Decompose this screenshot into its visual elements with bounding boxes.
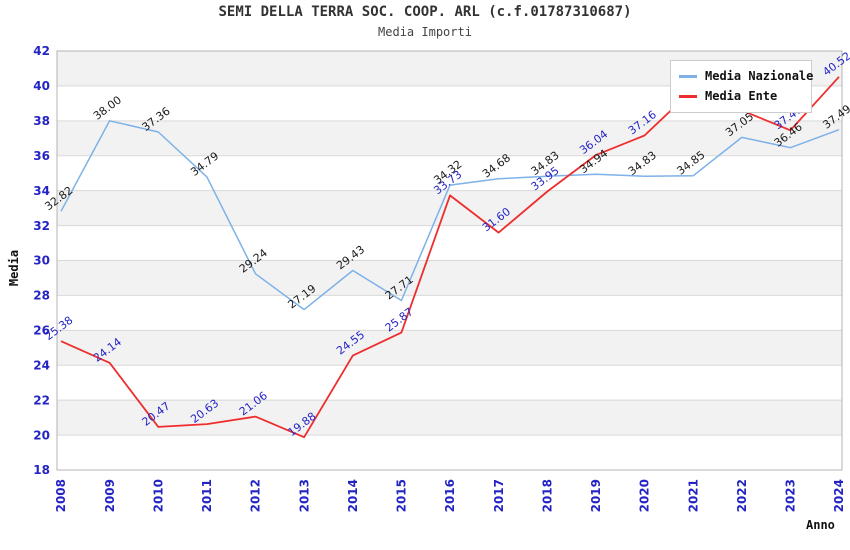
x-tick-label: 2021 [686,479,700,512]
x-tick-label: 2018 [540,479,554,512]
legend-label: Media Ente [705,89,778,103]
y-tick-label: 22 [33,393,50,407]
y-tick-label: 18 [33,463,50,477]
chart-title: SEMI DELLA TERRA SOC. COOP. ARL (c.f.017… [218,4,632,20]
plot-border [56,50,843,471]
series-line-media-nazionale [60,120,840,311]
x-tick-label: 2016 [443,479,457,512]
x-tick-label: 2010 [151,479,165,512]
x-tick-label: 2015 [395,479,409,512]
y-tick-label: 24 [33,358,50,372]
x-tick-label: 2011 [200,479,214,512]
legend-box: Media Nazionale Media Ente [670,60,813,113]
y-tick-label: 28 [33,289,50,303]
y-tick-label: 34 [33,184,50,198]
legend-item-media-ente: Media Ente [679,86,803,106]
y-tick-label: 20 [33,428,50,442]
x-axis-title: Anno [806,518,835,532]
y-tick-label: 38 [33,114,50,128]
x-tick-label: 2013 [297,479,311,512]
x-tick-label: 2023 [784,479,798,512]
line-swatch-icon [679,74,697,78]
x-tick-label: 2014 [346,479,360,512]
x-tick-label: 2008 [54,479,68,512]
plot-band [57,400,842,436]
y-tick-label: 26 [33,324,50,338]
y-tick-label: 36 [33,149,50,163]
legend-item-media-nazionale: Media Nazionale [679,66,813,86]
y-axis-title: Media [7,249,21,287]
x-tick-label: 2022 [735,479,749,512]
plot-band [57,330,842,366]
x-tick-label: 2012 [249,479,263,512]
y-tick-label: 30 [33,254,50,268]
legend-label: Media Nazionale [705,69,814,83]
x-tick-label: 2020 [638,479,652,512]
x-tick-label: 2024 [832,479,846,512]
line-swatch-icon [679,94,697,98]
y-tick-label: 32 [33,219,50,233]
plot-band [57,260,842,296]
y-tick-label: 40 [33,79,50,93]
plot-band [57,120,842,156]
x-tick-label: 2009 [103,479,117,512]
x-tick-label: 2019 [589,479,603,512]
y-tick-label: 42 [33,44,50,58]
chart-subtitle: Media Importi [378,25,472,39]
data-label: 38.00 [91,93,124,122]
x-tick-label: 2017 [492,479,506,512]
